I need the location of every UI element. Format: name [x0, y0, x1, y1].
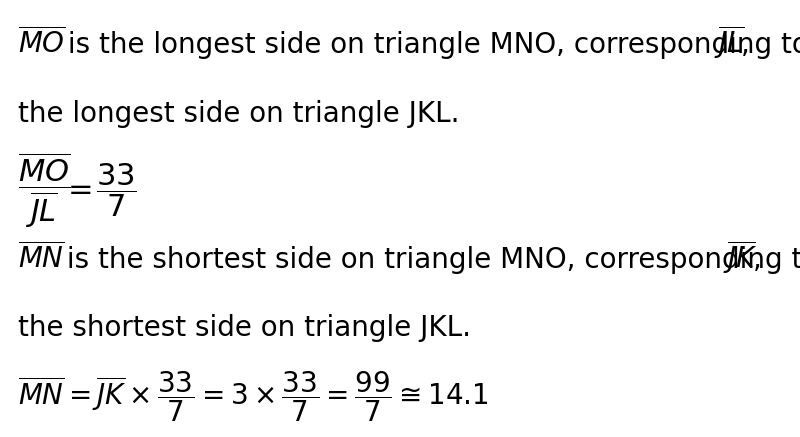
Text: $\overline{MO}$: $\overline{MO}$ — [18, 28, 66, 59]
Text: $\overline{JK}$: $\overline{JK}$ — [723, 238, 758, 276]
Text: $\dfrac{33}{7}$: $\dfrac{33}{7}$ — [96, 162, 137, 219]
Text: ,: , — [740, 31, 750, 59]
Text: $\dfrac{\overline{MO}}{\overline{JL}}$: $\dfrac{\overline{MO}}{\overline{JL}}$ — [18, 151, 70, 230]
Text: ,: , — [754, 246, 762, 274]
Text: $\overline{JL}$: $\overline{JL}$ — [714, 24, 745, 61]
Text: is the longest side on triangle MNO, corresponding to: is the longest side on triangle MNO, cor… — [59, 31, 800, 59]
Text: $\overline{MN}$: $\overline{MN}$ — [18, 242, 64, 274]
Text: $\overline{MN} = \overline{JK} \times \dfrac{33}{7} = 3 \times \dfrac{33}{7} = \: $\overline{MN} = \overline{JK} \times \d… — [18, 369, 488, 424]
Text: the shortest side on triangle JKL.: the shortest side on triangle JKL. — [18, 314, 470, 342]
Text: =: = — [68, 176, 94, 205]
Text: the longest side on triangle JKL.: the longest side on triangle JKL. — [18, 100, 459, 128]
Text: is the shortest side on triangle MNO, corresponding to: is the shortest side on triangle MNO, co… — [58, 246, 800, 274]
